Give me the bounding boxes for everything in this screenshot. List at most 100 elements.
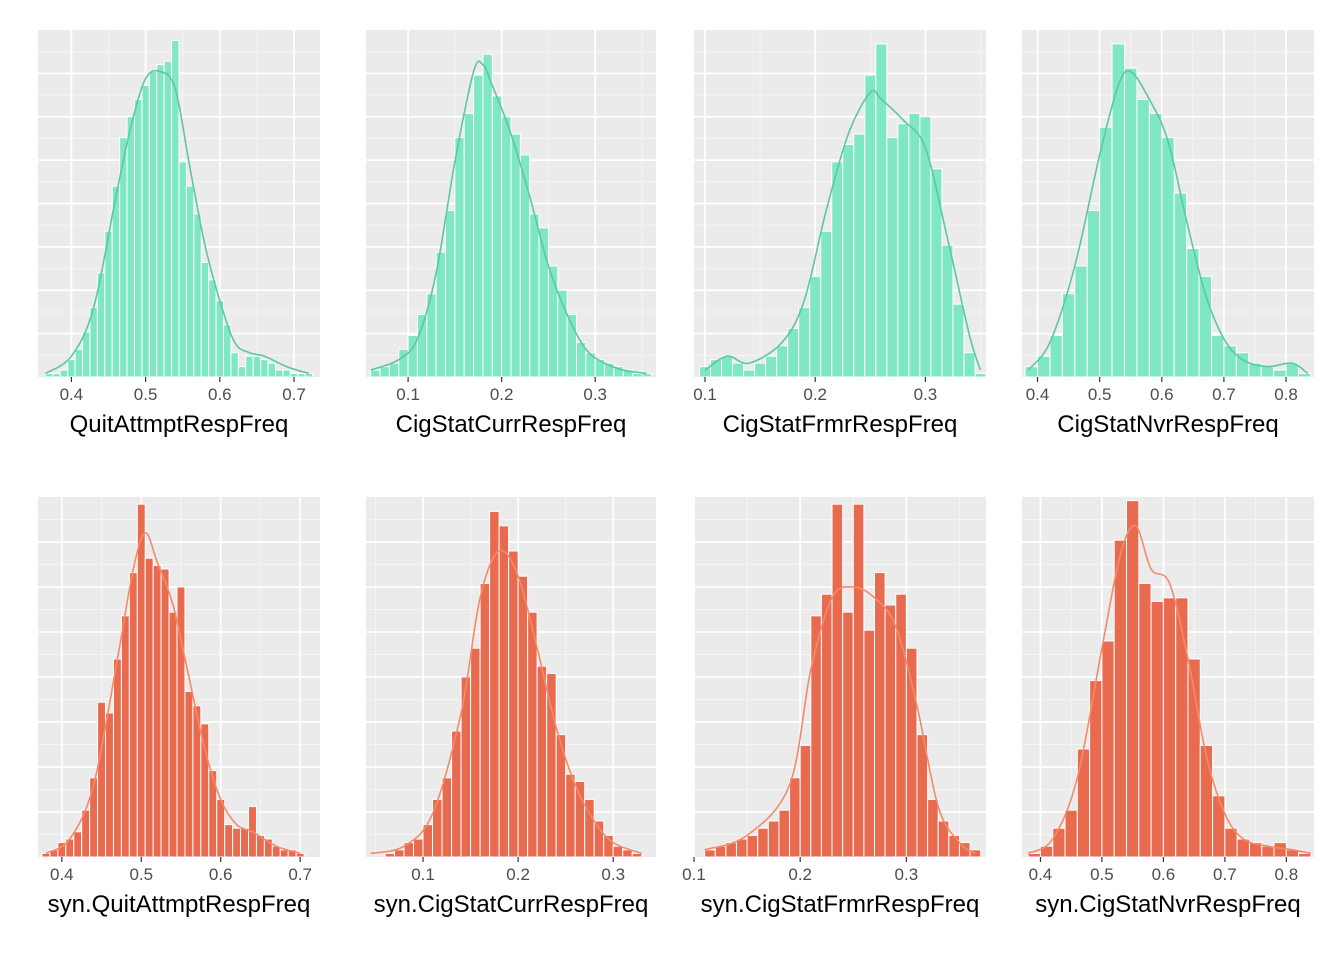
histogram-bar (379, 366, 390, 378)
histogram-bar (120, 615, 130, 858)
histogram-bar (1061, 293, 1076, 378)
histogram-bar (831, 503, 844, 858)
histogram-bar (1162, 597, 1177, 858)
density-curve (704, 585, 976, 855)
histogram-bar (89, 777, 99, 858)
histogram-bar (200, 723, 210, 858)
histogram-bar (735, 838, 748, 858)
histogram-bar (641, 373, 652, 378)
histogram-bar (767, 820, 780, 858)
histogram-bar (144, 557, 154, 858)
density-curve (1027, 70, 1309, 375)
x-tick-label: 0.8 (1275, 865, 1299, 884)
histogram-bar (1212, 795, 1226, 858)
histogram-bar (1064, 809, 1078, 858)
histogram-bar (44, 373, 54, 378)
histogram-bar (1273, 842, 1287, 858)
x-axis-title: syn.CigStatFrmrRespFreq (701, 891, 980, 918)
histogram-bar (491, 95, 503, 378)
histogram-bar (216, 798, 226, 858)
histogram-bar (240, 827, 250, 858)
x-tick-label: 0.3 (914, 385, 938, 404)
histogram-bar (765, 355, 778, 378)
histogram-bar (704, 849, 716, 858)
histogram-bar (746, 834, 759, 858)
histogram-bar (517, 575, 529, 858)
histogram-bar (1298, 852, 1312, 858)
histogram-bar (501, 116, 512, 378)
histogram-bar (185, 185, 195, 378)
histogram-bar (1099, 126, 1113, 378)
histogram-bar (141, 85, 150, 378)
histogram-bar (1199, 744, 1214, 858)
histogram-bar (536, 665, 548, 858)
histogram-bar (874, 572, 886, 858)
histogram-bar (809, 275, 822, 378)
panel-7: 0.1 0.2 0.3 syn.CigStatFrmrRespFreq (682, 497, 986, 918)
histogram-bar (798, 307, 811, 378)
histogram-bar (112, 658, 122, 858)
histogram-bar (297, 373, 306, 378)
histogram-bar (547, 265, 559, 378)
histogram-bar (622, 849, 633, 858)
histogram-bar (52, 373, 61, 378)
histogram-bar (527, 611, 538, 858)
histogram-bar (304, 373, 314, 378)
histogram-bar (148, 71, 158, 378)
histogram-bar (237, 366, 247, 378)
histogram-bar (632, 373, 643, 378)
histogram-bar (388, 362, 400, 378)
x-tick-label: 0.1 (411, 865, 435, 884)
histogram-bar (787, 327, 800, 378)
histogram-bar (810, 615, 822, 858)
histogram-bar (919, 116, 932, 378)
histogram-bar (208, 279, 217, 378)
panel-6: 0.1 0.2 0.3 syn.CigStatCurrRespFreq (366, 497, 656, 918)
x-tick-label: 0.6 (208, 385, 232, 404)
density-curve (44, 69, 310, 375)
histogram-bar (778, 809, 791, 858)
x-axis-title: CigStatNvrRespFreq (1057, 411, 1278, 438)
histogram-bar (886, 137, 899, 378)
histogram-bar (864, 74, 877, 378)
histogram-bar (245, 355, 254, 378)
x-axis-title: syn.CigStatCurrRespFreq (374, 891, 649, 918)
histogram-bar (1148, 112, 1163, 378)
x-tick-label: 0.2 (788, 865, 812, 884)
x-tick-label: 0.1 (682, 865, 706, 884)
histogram-bar (441, 777, 453, 858)
histogram-bar (230, 352, 239, 378)
histogram-bar (941, 244, 954, 378)
histogram-bar (853, 133, 866, 378)
histogram-bar (948, 834, 960, 858)
histogram-bar (1210, 334, 1225, 378)
histogram-bar (470, 647, 481, 858)
histogram-bar (1086, 209, 1101, 378)
histogram-bar (1101, 640, 1115, 858)
histogram-bar (743, 369, 756, 378)
histogram-bar (546, 672, 557, 858)
histogram-bar (394, 849, 405, 858)
histogram-bar (776, 345, 789, 378)
x-tick-label: 0.4 (1029, 865, 1053, 884)
histogram-bar (370, 369, 381, 378)
histogram-bar (1224, 827, 1238, 858)
histogram-bar (41, 852, 51, 858)
x-axis-title: syn.QuitAttmptRespFreq (48, 891, 311, 918)
x-axis-title: CigStatFrmrRespFreq (723, 411, 958, 438)
x-tick-label: 0.2 (490, 385, 514, 404)
histogram-bar (820, 593, 833, 858)
histogram-bar (473, 74, 484, 378)
density-curve (370, 549, 643, 855)
histogram-bar (160, 568, 170, 858)
histogram-bar (105, 712, 114, 858)
histogram-bar (930, 168, 943, 378)
histogram-bar (1138, 582, 1152, 858)
histogram-bar (1186, 248, 1200, 378)
histogram-bar (126, 116, 135, 378)
histogram-bar (1297, 373, 1312, 378)
histogram-bar (463, 112, 475, 378)
x-tick-label: 0.6 (1152, 865, 1176, 884)
histogram-bar (59, 369, 69, 378)
x-tick-label: 0.3 (895, 865, 919, 884)
